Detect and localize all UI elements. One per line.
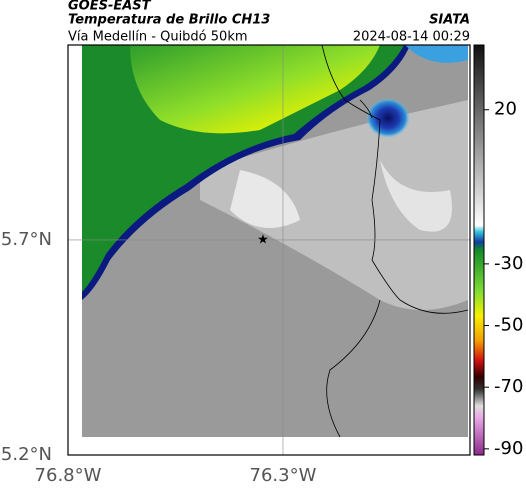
datetime: 2024-08-14 00:29 bbox=[353, 30, 470, 45]
colorbar-tick-label: 20 bbox=[494, 99, 517, 120]
source: SIATA bbox=[429, 13, 470, 28]
y-tick-label: 5.2°N bbox=[1, 444, 52, 465]
y-tick-label: 5.7°N bbox=[1, 229, 52, 250]
colorbar bbox=[473, 44, 485, 456]
colorbar-tick-label: -90 bbox=[494, 438, 523, 459]
colorbar-tick-label: -50 bbox=[494, 315, 523, 336]
x-tick-label: 76.3°W bbox=[250, 465, 317, 486]
location-marker: ★ bbox=[257, 233, 269, 248]
colorbar-tick-label: -70 bbox=[494, 376, 523, 397]
satellite: GOES-EAST bbox=[68, 0, 152, 14]
x-tick-label: 76.8°W bbox=[35, 465, 102, 486]
imagery bbox=[82, 44, 469, 438]
location: Vía Medellín - Quibdó 50km bbox=[68, 30, 248, 45]
map-frame bbox=[67, 44, 471, 456]
ticks: 76.8°W 76.3°W 5.7°N 5.2°N 20 -30 -50 -70 -90 bbox=[1, 99, 524, 486]
colorbar-tick-label: -30 bbox=[494, 253, 523, 274]
product: Temperatura de Brillo CH13 bbox=[68, 13, 270, 28]
